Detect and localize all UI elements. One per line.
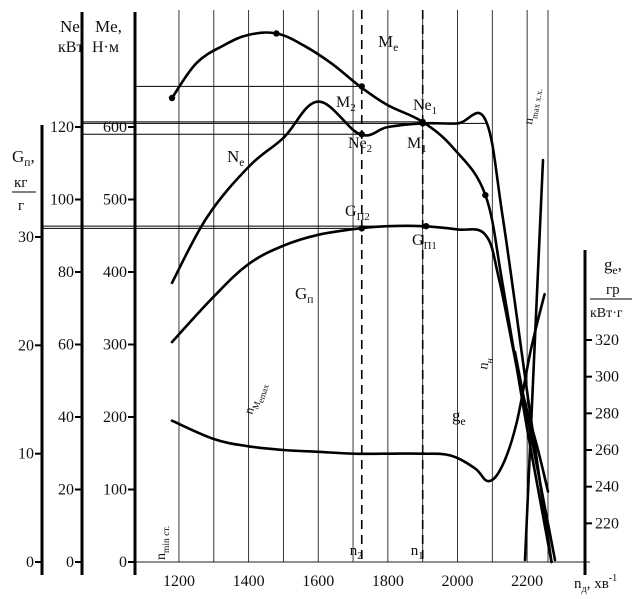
axis-gp-title: Gп, bbox=[12, 147, 35, 169]
vline-label-n2: n2 bbox=[350, 543, 363, 562]
series-ge-label: ge bbox=[452, 406, 466, 428]
point-M2 bbox=[358, 83, 365, 90]
series-me-label: Me bbox=[378, 32, 398, 54]
annotation-n-min: nmin ст. bbox=[154, 526, 172, 560]
axis-ne-tick-label-40: 40 bbox=[58, 409, 74, 426]
axis-ne-tick-label-60: 60 bbox=[58, 337, 74, 354]
axis-ge-tick-label-320: 320 bbox=[595, 332, 619, 349]
axis-me-tick-label-300: 300 bbox=[103, 337, 127, 354]
axis-gp-tick-label-30: 30 bbox=[18, 229, 34, 246]
marked-points bbox=[168, 30, 489, 232]
axis-me-tick-label-200: 200 bbox=[103, 409, 127, 426]
x-axis-label: nд, хв-1 bbox=[574, 573, 617, 595]
axis-ne-title: Ne, bbox=[60, 17, 84, 36]
axis-me-tick-label-100: 100 bbox=[103, 482, 127, 499]
series-me-curve bbox=[170, 31, 553, 564]
series-ne-label: Ne bbox=[227, 147, 244, 169]
x-tick-label-2000: 2000 bbox=[442, 573, 474, 590]
point-marker2 bbox=[482, 191, 489, 199]
axis-ge-denominator: кВт·г bbox=[590, 306, 623, 321]
label-m2: M2 bbox=[336, 94, 356, 114]
axis-me-title: Me, bbox=[95, 17, 122, 36]
series-ge-curve bbox=[170, 292, 546, 483]
annotation-n-memax: nMemax bbox=[241, 379, 271, 418]
axis-ge-title: ge, bbox=[604, 255, 622, 277]
axis-ne-tick-label-20: 20 bbox=[58, 482, 74, 499]
x-tick-label-1200: 1200 bbox=[163, 573, 195, 590]
label-gp2: GП2 bbox=[345, 203, 370, 223]
axis-ne-tick-label-120: 120 bbox=[50, 119, 74, 136]
axis-gp-numerator: кг bbox=[14, 175, 27, 191]
x-tick-label-1400: 1400 bbox=[233, 573, 265, 590]
axis-gp-tick-label-20: 20 bbox=[18, 337, 34, 354]
point-GП2 bbox=[358, 225, 365, 232]
series-ne-curve bbox=[170, 100, 553, 564]
axis-ne-tick-label-80: 80 bbox=[58, 264, 74, 281]
x-tick-label-1600: 1600 bbox=[302, 573, 334, 590]
axis-gp-tick-label-0: 0 bbox=[26, 554, 34, 571]
axis-me-tick-label-600: 600 bbox=[103, 119, 127, 136]
axis-ge-tick-label-260: 260 bbox=[595, 442, 619, 459]
axis-gp-tick-label-10: 10 bbox=[18, 446, 34, 463]
series-gp-label: Gп bbox=[295, 284, 313, 306]
axis-ne-tick-label-100: 100 bbox=[50, 192, 74, 209]
axis-ge-tick-label-240: 240 bbox=[595, 479, 619, 496]
axis-ge-tick-label-300: 300 bbox=[595, 369, 619, 386]
axis-ge-tick-label-220: 220 bbox=[595, 515, 619, 532]
vline-label-n1: n1 bbox=[411, 543, 424, 562]
annotation-n-n: nн bbox=[476, 356, 496, 371]
curves bbox=[170, 31, 557, 564]
axis-me-tick-label-400: 400 bbox=[103, 264, 127, 281]
point-Ne2 bbox=[358, 131, 365, 138]
axis-ne-unit: кВт bbox=[58, 39, 83, 56]
axis-ne-tick-label-0: 0 bbox=[66, 554, 74, 571]
point-GП1 bbox=[422, 222, 430, 230]
axis-me-tick-label-0: 0 bbox=[119, 554, 127, 571]
label-ne1: Ne1 bbox=[413, 97, 437, 117]
point-Ne1 bbox=[419, 120, 426, 127]
labels: 0204060801001200100200300400500600010203… bbox=[12, 17, 632, 595]
axes bbox=[35, 12, 592, 575]
label-m1: M1 bbox=[407, 135, 427, 155]
vertical-grid bbox=[128, 10, 590, 563]
label-gp1: GП1 bbox=[412, 232, 437, 252]
x-tick-label-2200: 2200 bbox=[511, 573, 543, 590]
annotation-n-max: nmax х.х. bbox=[520, 86, 544, 126]
label-ne2: Ne2 bbox=[348, 135, 372, 155]
nn-regulator-line bbox=[513, 350, 557, 562]
point-marker1 bbox=[168, 94, 176, 102]
axis-me-unit: Н·м bbox=[92, 39, 119, 56]
axis-ge-numerator: гр bbox=[606, 282, 620, 298]
x-tick-label-1800: 1800 bbox=[372, 573, 404, 590]
nmax-line-curve bbox=[523, 158, 545, 562]
axis-gp-denominator: г bbox=[18, 198, 24, 214]
axis-ge-tick-label-280: 280 bbox=[595, 405, 619, 422]
axis-me-tick-label-500: 500 bbox=[103, 192, 127, 209]
point-marker0 bbox=[273, 30, 280, 37]
